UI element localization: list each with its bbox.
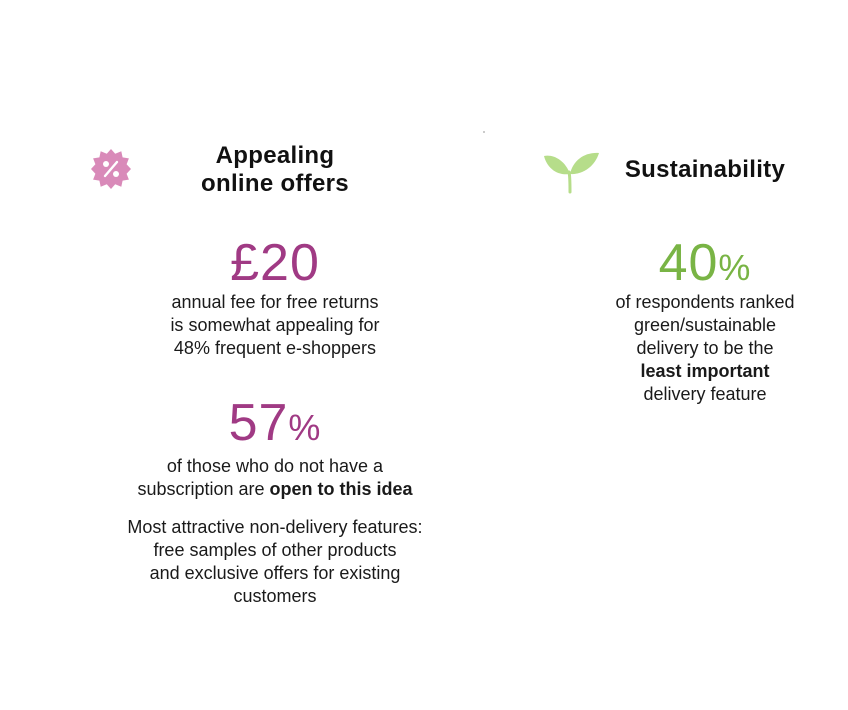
text-emphasis: least important: [640, 361, 770, 381]
text-line: subscription are open to this idea: [60, 478, 490, 501]
text-normal: subscription are: [137, 479, 270, 499]
appealing-offers-heading: Appealing online offers: [60, 142, 490, 198]
subscription-stat-description: of those who do not have a subscription …: [60, 455, 490, 501]
text-line: delivery feature: [643, 384, 767, 404]
sustainability-heading: Sustainability: [624, 156, 786, 183]
discount-badge-icon: [91, 149, 131, 189]
text-line: of respondents ranked: [615, 292, 795, 312]
stat-number: 57: [228, 394, 289, 452]
sustainability-stat-description: of respondents ranked green/sustainable …: [560, 291, 848, 406]
text-line: free samples of other products: [153, 540, 397, 560]
text-line: 48% frequent e-shoppers: [173, 338, 377, 358]
heading-line: Appealing: [215, 142, 335, 169]
text-line: and exclusive offers for existing: [149, 563, 401, 583]
stat-percent: %: [288, 407, 322, 448]
text-line: least important: [560, 360, 848, 383]
sprout-icon: [544, 152, 599, 194]
text-line: annual fee for free returns: [171, 292, 379, 312]
text-line: Most attractive non-delivery features:: [127, 517, 423, 537]
text-emphasis: open to this idea: [269, 479, 413, 499]
features-description: Most attractive non-delivery features: f…: [60, 516, 490, 608]
fee-stat-value: £20: [230, 234, 320, 292]
stat-number: 40: [658, 234, 719, 292]
fee-stat-description: annual fee for free returns is somewhat …: [60, 291, 490, 360]
heading-line: online offers: [201, 170, 349, 197]
sustainability-stat-value: 40%: [560, 235, 848, 296]
text-line: delivery to be the: [636, 338, 774, 358]
stat-percent: %: [718, 247, 752, 288]
text-line: of those who do not have a: [166, 456, 384, 476]
text-line: green/sustainable: [633, 315, 777, 335]
text-line: is somewhat appealing for: [170, 315, 380, 335]
text-line: customers: [233, 586, 317, 606]
subscription-stat-value: 57%: [60, 395, 490, 456]
decorative-dot: [483, 131, 485, 133]
